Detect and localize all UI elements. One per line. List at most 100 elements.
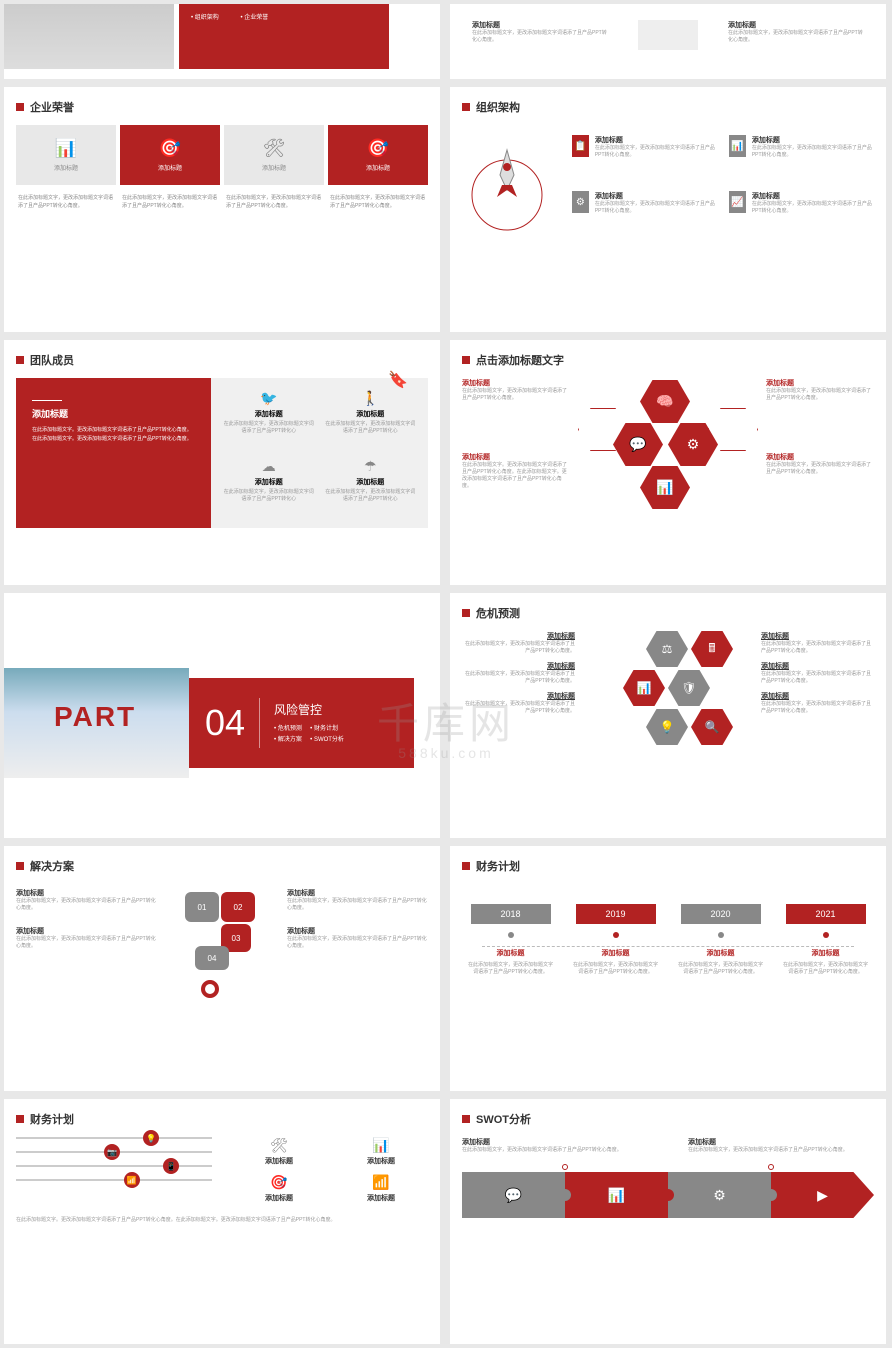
question-graphic: 01 02 03 04 [177,888,267,1008]
list-item: • SWOT分析 [310,737,344,743]
image-placeholder [638,20,698,50]
slide-org: 组织架构 📋添加标题在此添加标题文字，更改添加标题文字词语添了且产品PPT转化心… [450,87,886,332]
item-icon: 📊 [729,135,746,157]
item-icon: 🚶 [362,390,379,407]
slide-honors: 企业荣誉 📊添加标题在此添加标题文字，更改添加标题文字词语添了且产品PPT转化心… [4,87,440,332]
hex-icon: ⚖ [646,631,688,667]
slider: 📷 [16,1151,212,1153]
rocket-graphic [462,135,552,235]
section-title: 风险管控 [274,701,344,718]
body-text: 在此添加标题文字，更改添加标题文字词语添了且产品PPT转化心角度。 [120,191,220,214]
item-icon: 🛠 [270,1137,288,1154]
item-icon: 📋 [572,135,589,157]
team-item: 🚶添加标题在此添加标题文字，更改添加标题文字词语添了且产品PPT转化心 [325,390,417,448]
slide-title: 企业荣誉 [30,99,74,115]
heading: 添加标题 [766,378,874,388]
hex-icon: 🧠 [640,380,690,423]
slide-swot: SWOT分析 添加标题在此添加标题文字，更改添加标题文字词语添了且产品PPT转化… [450,1099,886,1344]
item-icon: 📶 [372,1174,389,1191]
card-icon: 📊 [55,138,77,159]
heading: 添加标题 [688,1137,874,1147]
card-icon: 🎯 [367,138,389,159]
swot-piece: 💬 [462,1172,565,1218]
card: 🎯添加标题 [328,125,428,185]
icon-item: 🛠添加标题 [232,1137,326,1166]
slide-title: 解决方案 [30,858,74,874]
slider: 💡 [16,1137,212,1139]
year-label: 2018 [471,904,551,924]
heading: 添加标题 [728,20,864,30]
slider: 📶 [16,1179,212,1181]
body-text: 在此添加标题文字，更改添加标题文字词语添了且产品PPT转化心角度。 [328,191,428,214]
org-item: 📋添加标题在此添加标题文字，更改添加标题文字词语添了且产品PPT转化心角度。 [572,135,717,179]
body-text: 在此添加标题文字。更改添加标题文字词语添了且产品PPT转化心角度。在此添加标题文… [16,1217,428,1224]
item-icon: ☂ [364,458,377,475]
heading: 添加标题 [766,452,874,462]
body-text: 在此添加标题文字，更改添加标题文字词语添了且产品PPT转化心角度。 [462,388,570,402]
slider: 📱 [16,1165,212,1167]
icon-item: 📊添加标题 [334,1137,428,1166]
slide-title: 组织架构 [476,99,520,115]
slide-finance-timeline: 财务计划 2018添加标题在此添加标题文字，更改添加标题文字词语添了且产品PPT… [450,846,886,1091]
heading: 添加标题 [472,20,608,30]
year-label: 2019 [576,904,656,924]
hex-icon: 📊 [623,670,665,706]
red-panel: • 组织架构 • 企业荣誉 [179,4,389,69]
body-text: 在此添加标题文字，更改添加标题文字词语添了且产品PPT转化心角度。 [472,30,608,44]
item-icon: 🐦 [260,390,277,407]
team-item: ☂添加标题在此添加标题文字，更改添加标题文字词语添了且产品PPT转化心 [325,458,417,516]
item-icon: 🎯 [270,1174,287,1191]
body-text: 在此添加标题文字，更改添加标题文字词语添了且产品PPT转化心角度。 [766,388,874,402]
body-text: 在此添加标题文字，更改添加标题文字词语添了且产品PPT转化心角度。 [224,191,324,214]
slider-knob: 📱 [163,1158,179,1174]
heading: 添加标题 [32,407,195,420]
org-item: 📊添加标题在此添加标题文字，更改添加标题文字词语添了且产品PPT转化心角度。 [729,135,874,179]
swot-piece: ▶ [771,1172,874,1218]
slide-finance-sliders: 财务计划 💡📷📱📶 🛠添加标题📊添加标题🎯添加标题📶添加标题 在此添加标题文字。… [4,1099,440,1344]
list-item: 企业荣誉 [244,15,268,21]
item-icon: 📈 [729,191,746,213]
hex-icon: 💡 [646,709,688,745]
icon-item: 📶添加标题 [334,1174,428,1203]
body-text: 在此添加标题文字，更改添加标题文字词语添了且产品PPT转化心角度。 [766,462,874,476]
org-item: 📈添加标题在此添加标题文字，更改添加标题文字词语添了且产品PPT转化心角度。 [729,191,874,235]
timeline-item: 2020添加标题在此添加标题文字，更改添加标题文字词语添了且产品PPT转化心角度… [672,904,769,976]
slide-top-left: • 组织架构 • 企业荣誉 [4,4,440,79]
body-text: 在此添加标题文字。更改添加标题文字词语添了且产品PPT转化心角度。在此添加标题文… [462,462,570,490]
slide-top-right: 添加标题 在此添加标题文字，更改添加标题文字词语添了且产品PPT转化心角度。 添… [450,4,886,79]
list-item: • 解决方案 [274,737,302,743]
body-text: 在此添加标题文字。更改添加标题文字词语添了且产品PPT转化心角度。在此添加标题文… [32,426,195,443]
team-item: 🐦添加标题在此添加标题文字，更改添加标题文字词语添了且产品PPT转化心 [223,390,315,448]
card-icon: 🛠 [263,138,286,159]
hex-icon: 🖩 [691,631,733,667]
card-icon: 🎯 [159,138,181,159]
hex-icon: 🔍 [691,709,733,745]
slide-title: 危机预测 [476,605,520,621]
team-item: ☁添加标题在此添加标题文字，更改添加标题文字词语添了且产品PPT转化心 [223,458,315,516]
timeline-item: 2018添加标题在此添加标题文字，更改添加标题文字词语添了且产品PPT转化心角度… [462,904,559,976]
list-item: • 财务计划 [310,726,338,732]
slider-knob: 💡 [143,1130,159,1146]
slide-hex: 点击添加标题文字 添加标题 在此添加标题文字，更改添加标题文字词语添了且产品PP… [450,340,886,585]
timeline-item: 2019添加标题在此添加标题文字，更改添加标题文字词语添了且产品PPT转化心角度… [567,904,664,976]
slider-knob: 📶 [124,1172,140,1188]
red-panel: 04 风险管控 • 危机预测 • 财务计划• 解决方案 • SWOT分析 [189,678,414,768]
heading: 添加标题 [462,1137,648,1147]
body-text: 在此添加标题文字，更改添加标题文字词语添了且产品PPT转化心角度。 [16,191,116,214]
slide-team: 团队成员 添加标题 在此添加标题文字。更改添加标题文字词语添了且产品PPT转化心… [4,340,440,585]
swot-piece: ⚙ [668,1172,771,1218]
card: 🛠添加标题 [224,125,324,185]
timeline-item: 2021添加标题在此添加标题文字，更改添加标题文字词语添了且产品PPT转化心角度… [777,904,874,976]
heading: 添加标题 [462,378,570,388]
slider-knob: 📷 [104,1144,120,1160]
slide-title: 团队成员 [30,352,74,368]
image-placeholder [4,4,174,69]
slide-solution: 解决方案 添加标题在此添加标题文字，更改添加标题文字词语添了且产品PPT转化心角… [4,846,440,1091]
slide-title: SWOT分析 [476,1111,531,1127]
puzzle-piece: 01 [185,892,219,922]
heading: 添加标题 [462,452,570,462]
hex-icon: 🛡 [668,670,710,706]
card: 🎯添加标题 [120,125,220,185]
body-text: 在此添加标题文字，更改添加标题文字词语添了且产品PPT转化心角度。 [728,30,864,44]
list-item: • 危机预测 [274,726,302,732]
